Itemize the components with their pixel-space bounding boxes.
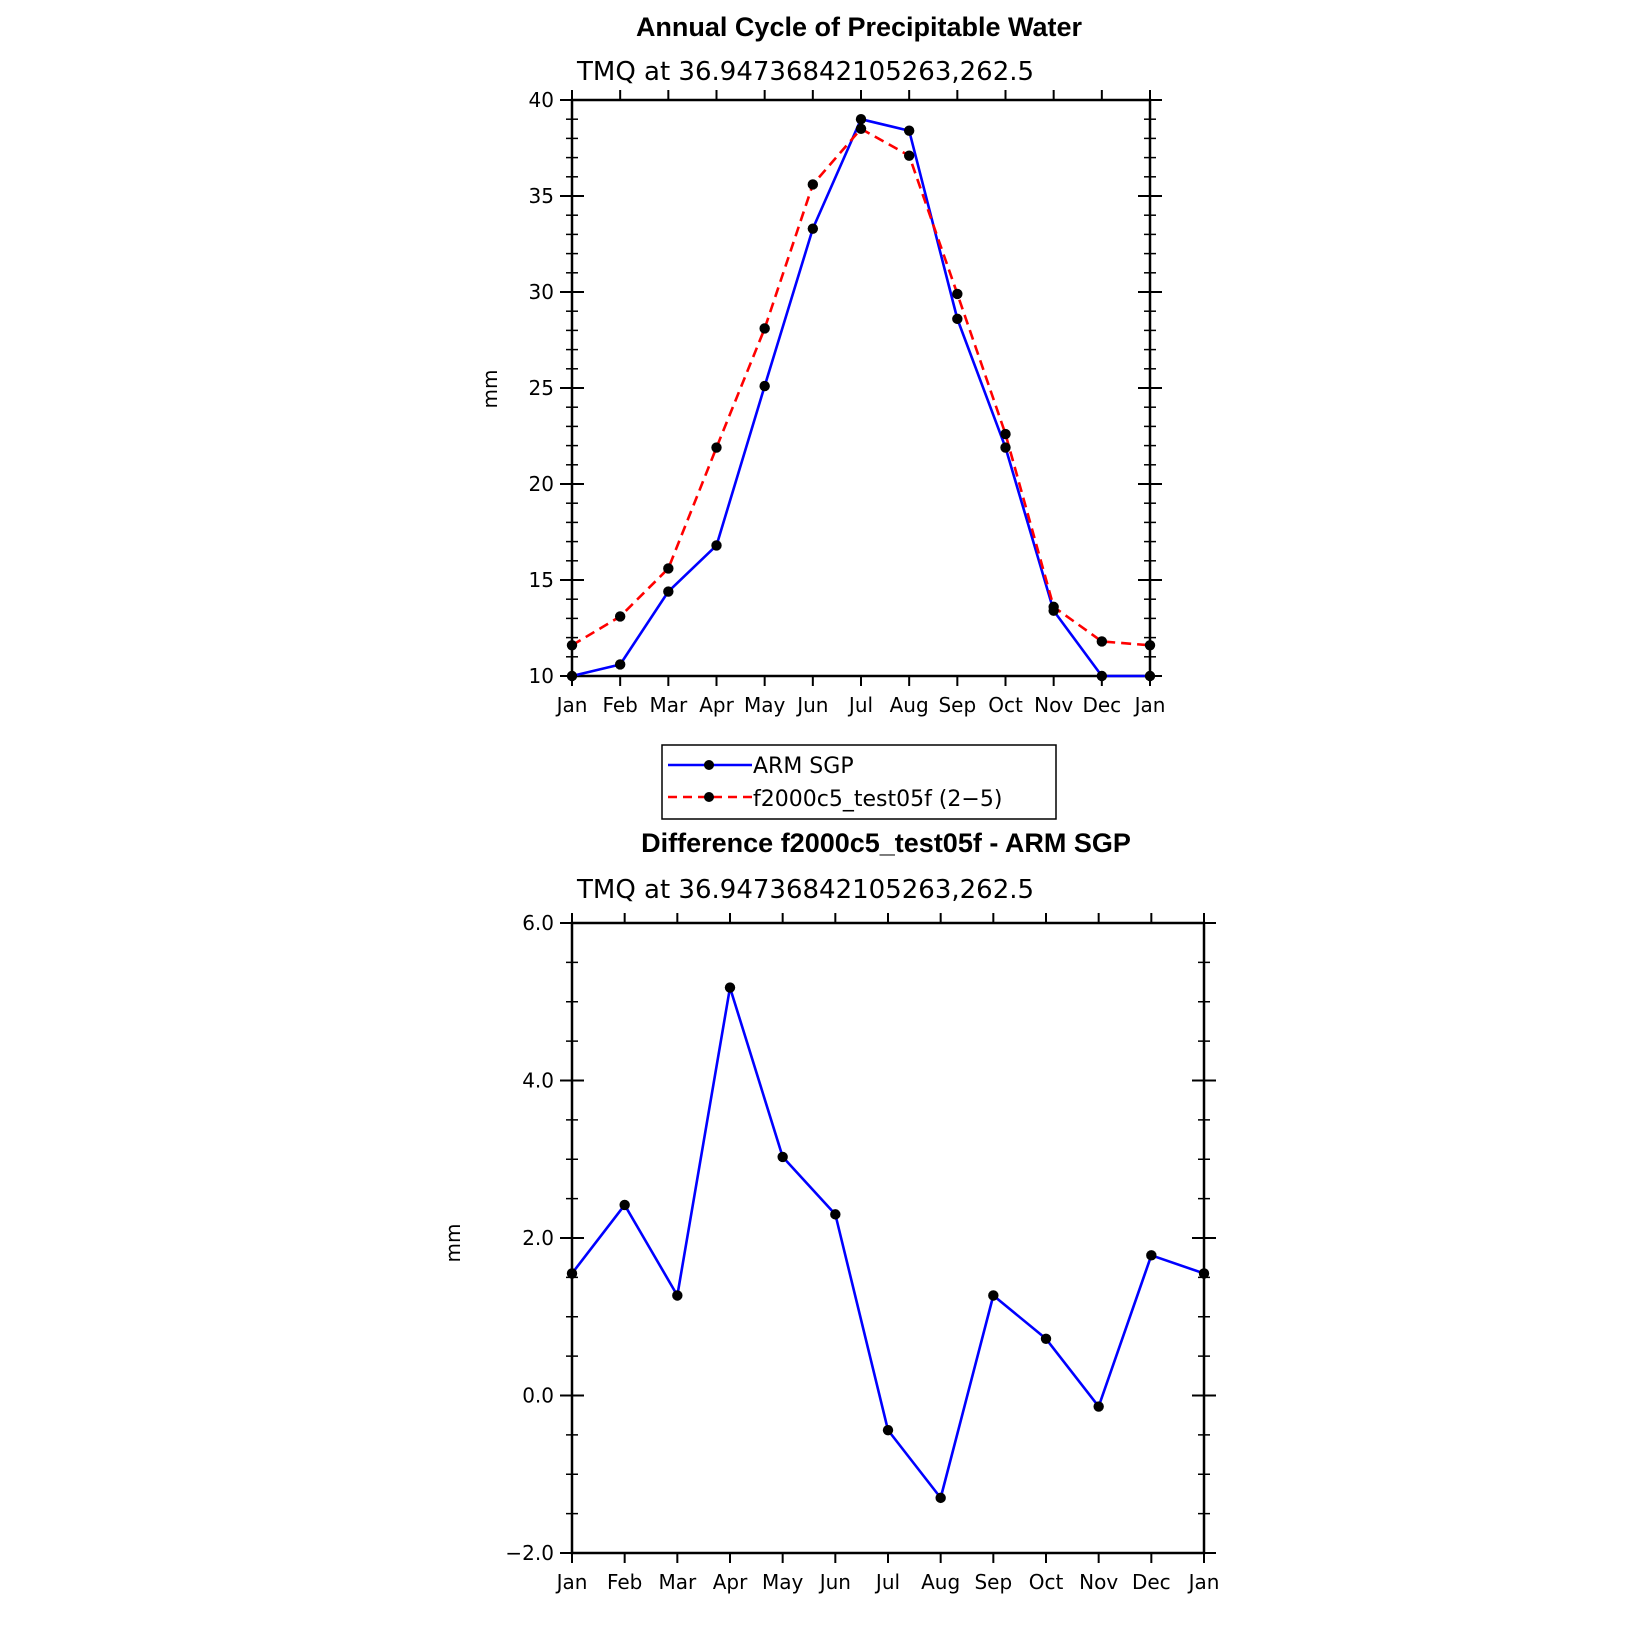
data-point-series-1: [903, 150, 915, 161]
data-point-series-1: [566, 640, 578, 651]
data-point-series-1: [1096, 636, 1108, 647]
x-tick-label: Jul: [847, 693, 873, 717]
x-tick-label: Jun: [795, 693, 828, 717]
data-point-series-0: [1040, 1333, 1052, 1345]
x-tick-label: Mar: [658, 1570, 697, 1594]
bottom-plot-area: Jan Feb Mar Apr May Jun Jul Aug Sep Oct Nov Dec Jan−…: [505, 911, 1219, 1594]
x-tick-label: Dec: [1082, 693, 1121, 717]
y-tick-label: 15: [529, 568, 554, 592]
data-point-series-0: [952, 313, 963, 325]
data-point-series-0: [903, 125, 915, 136]
x-tick-label: May: [762, 1570, 804, 1594]
data-point-series-1: [807, 179, 819, 190]
data-point-series-0: [807, 223, 819, 234]
series-line-0: [570, 986, 1205, 1500]
plot-frame: [570, 921, 1206, 1555]
x-tick-label: Jan: [555, 1570, 588, 1594]
top-chart-ylabel: mm: [478, 370, 502, 409]
data-point-series-1: [614, 611, 626, 622]
y-tick-label: 0.0: [522, 1384, 554, 1408]
data-point-series-1: [759, 323, 770, 334]
data-point-series-1: [711, 442, 722, 453]
data-point-series-1: [1048, 601, 1059, 613]
x-tick-label: Sep: [974, 1570, 1012, 1594]
y-tick-label: 6.0: [522, 911, 554, 935]
top-chart: Annual Cycle of Precipitable Water TMQ a…: [478, 12, 1165, 717]
data-point-series-1: [1000, 428, 1011, 440]
top-plot-area: Jan Feb Mar Apr May Jun Jul Aug Sep Oct Nov Dec Jan1…: [529, 88, 1166, 717]
data-point-series-0: [777, 1151, 788, 1163]
data-point-series-0: [759, 380, 770, 392]
x-tick-label: Jul: [874, 1570, 900, 1594]
y-tick-label: 4.0: [522, 1069, 554, 1093]
legend: ARM SGP f2000c5_test05f (2−5): [661, 744, 1057, 820]
x-tick-label: Sep: [938, 693, 976, 717]
legend-marker-arm-sgp: [704, 760, 714, 770]
data-point-series-0: [672, 1290, 683, 1301]
x-tick-label: Feb: [607, 1570, 642, 1594]
top-chart-title: Annual Cycle of Precipitable Water: [636, 12, 1083, 42]
y-tick-label: 30: [529, 280, 554, 304]
legend-label-test05f: f2000c5_test05f (2−5): [753, 787, 1002, 812]
legend-label-arm-sgp: ARM SGP: [753, 754, 854, 779]
data-point-series-0: [1144, 670, 1156, 682]
data-point-series-0: [566, 670, 578, 682]
bottom-chart-subtitle: TMQ at 36.94736842105263,262.5: [576, 875, 1034, 905]
bottom-chart-ylabel: mm: [441, 1224, 465, 1263]
bottom-chart: Difference f2000c5_test05f - ARM SGP TMQ…: [441, 828, 1219, 1594]
data-point-series-0: [1093, 1401, 1104, 1412]
x-tick-label: Nov: [1034, 693, 1073, 717]
bottom-chart-title: Difference f2000c5_test05f - ARM SGP: [641, 828, 1131, 858]
data-point-series-0: [663, 586, 674, 597]
x-tick-label: Apr: [713, 1570, 748, 1594]
legend-box: [661, 744, 1057, 820]
data-point-series-0: [619, 1199, 630, 1211]
data-point-series-1: [663, 563, 674, 574]
data-point-series-0: [1146, 1250, 1157, 1261]
data-point-series-1: [855, 123, 867, 134]
x-tick-label: Jan: [1133, 693, 1166, 717]
plot-frame: [570, 98, 1152, 678]
data-point-series-0: [724, 982, 736, 993]
x-tick-label: Feb: [602, 693, 637, 717]
y-tick-label: 35: [529, 184, 554, 208]
series-line-1: [571, 127, 1151, 647]
x-tick-label: Aug: [890, 693, 929, 717]
data-point-series-0: [830, 1209, 841, 1220]
x-tick-label: Jan: [1187, 1570, 1220, 1594]
data-point-series-0: [988, 1290, 999, 1301]
data-point-series-0: [882, 1424, 894, 1436]
data-point-series-0: [935, 1492, 946, 1504]
y-tick-label: 25: [529, 376, 554, 400]
x-tick-label: Aug: [921, 1570, 960, 1594]
x-tick-label: Jan: [555, 693, 588, 717]
data-point-series-0: [566, 1268, 578, 1279]
series-line-0: [571, 117, 1150, 678]
top-chart-subtitle: TMQ at 36.94736842105263,262.5: [576, 57, 1034, 87]
data-point-series-1: [1144, 640, 1156, 651]
data-point-series-0: [1096, 670, 1108, 682]
data-point-series-1: [952, 288, 963, 300]
y-tick-label: 40: [529, 88, 554, 112]
x-tick-label: Jun: [818, 1570, 851, 1594]
x-tick-label: Apr: [699, 693, 734, 717]
x-tick-label: May: [744, 693, 786, 717]
data-point-series-0: [711, 540, 722, 551]
x-tick-label: Nov: [1079, 1570, 1118, 1594]
x-tick-label: Oct: [988, 693, 1023, 717]
data-point-series-0: [1000, 442, 1011, 453]
data-point-series-0: [855, 114, 867, 125]
y-tick-label: 2.0: [522, 1226, 554, 1250]
y-tick-label: 20: [529, 472, 554, 496]
x-tick-label: Mar: [649, 693, 688, 717]
legend-marker-test05f: [704, 792, 714, 802]
y-tick-label: 10: [529, 664, 554, 688]
data-point-series-0: [614, 659, 626, 670]
data-point-series-0: [1198, 1268, 1210, 1279]
y-tick-label: −2.0: [505, 1541, 554, 1565]
x-tick-label: Dec: [1132, 1570, 1171, 1594]
x-tick-label: Oct: [1029, 1570, 1064, 1594]
